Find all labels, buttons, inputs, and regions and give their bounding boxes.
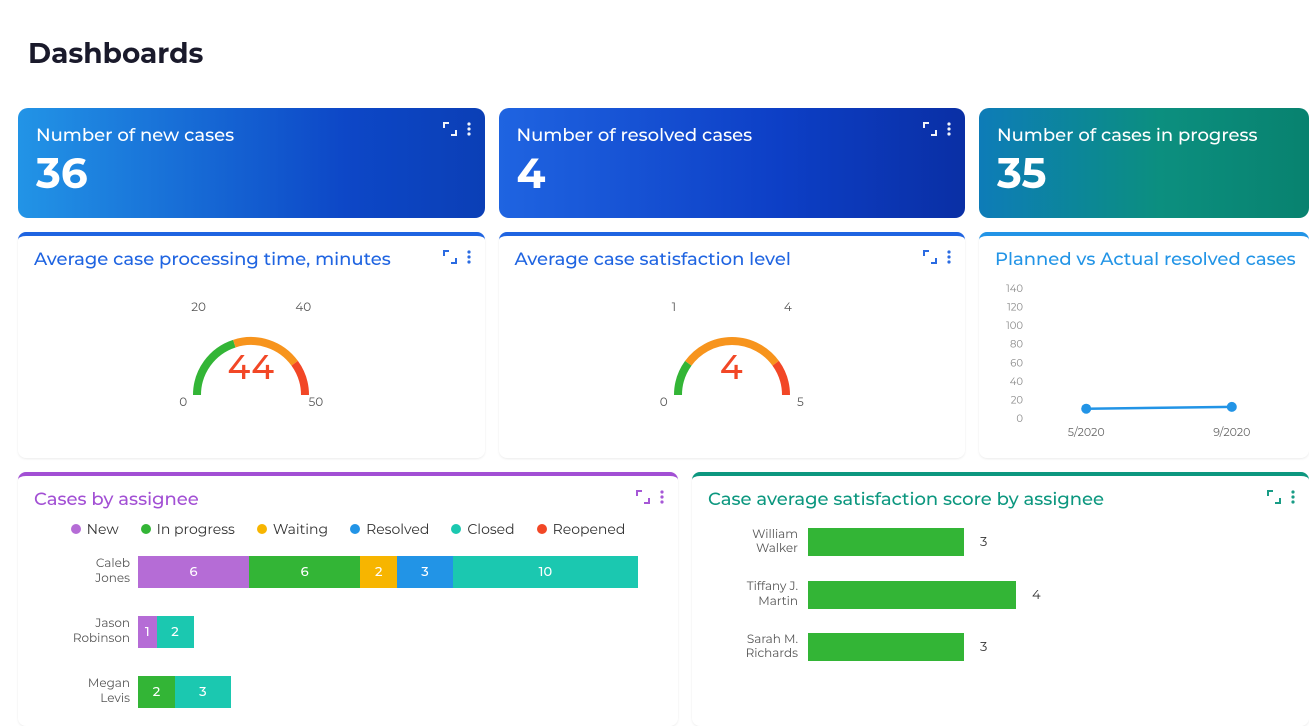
bar-row: WilliamWalker 3 bbox=[720, 528, 1281, 557]
more-icon[interactable] bbox=[467, 250, 471, 264]
dashboard-grid: Number of new cases 36 Number of resolve… bbox=[0, 102, 1309, 726]
line-chart: 140 120 100 80 60 40 20 0 5/2020 9/2020 bbox=[995, 270, 1309, 440]
bar-segment: 6 bbox=[249, 556, 360, 588]
stacked-bar-chart: CalebJones 662310 JasonRobinson 12 Megan… bbox=[34, 556, 662, 708]
bar-row: Sarah M.Richards 3 bbox=[720, 633, 1281, 662]
metric-value: 36 bbox=[36, 152, 467, 194]
metric-title: Number of cases in progress bbox=[997, 124, 1291, 146]
bar-label: Tiffany J.Martin bbox=[720, 580, 798, 609]
metric-new-cases: Number of new cases 36 bbox=[18, 108, 485, 218]
more-icon[interactable] bbox=[947, 250, 951, 264]
legend-item: Waiting bbox=[257, 520, 328, 538]
legend-item: Resolved bbox=[350, 520, 429, 538]
legend-item: In progress bbox=[141, 520, 235, 538]
svg-text:40: 40 bbox=[1010, 374, 1024, 387]
gauge-value: 44 bbox=[171, 346, 331, 388]
svg-text:0: 0 bbox=[1016, 412, 1023, 425]
panel-planned-vs-actual: Planned vs Actual resolved cases 1401201… bbox=[979, 232, 1309, 458]
bar-segment: 6 bbox=[138, 556, 249, 588]
panel-cases-by-assignee: Cases by assignee New In progress Waiting R… bbox=[18, 472, 678, 726]
expand-icon[interactable] bbox=[923, 122, 937, 136]
gauge-chart: 44 20 40 0 50 bbox=[171, 300, 331, 410]
svg-text:20: 20 bbox=[1011, 393, 1024, 406]
metric-in-progress: Number of cases in progress 35 bbox=[979, 108, 1309, 218]
bar-segment: 10 bbox=[453, 556, 638, 588]
panel-processing-time: Average case processing time, minutes 44… bbox=[18, 232, 485, 458]
bar-segment: 3 bbox=[397, 556, 453, 588]
bar-segment: 1 bbox=[138, 616, 157, 648]
bar-chart: WilliamWalker 3 Tiffany J.Martin 4 Sarah… bbox=[708, 510, 1293, 662]
bar-value: 3 bbox=[980, 534, 987, 550]
svg-text:120: 120 bbox=[1007, 300, 1023, 313]
more-icon[interactable] bbox=[467, 122, 471, 136]
legend-item: New bbox=[71, 520, 119, 538]
page-title: Dashboards bbox=[0, 19, 1309, 83]
bar-row: JasonRobinson 12 bbox=[46, 616, 650, 648]
metric-title: Number of new cases bbox=[36, 124, 467, 146]
svg-text:140: 140 bbox=[1006, 282, 1023, 295]
bar-segment bbox=[808, 633, 964, 661]
bar-label: WilliamWalker bbox=[720, 528, 798, 557]
bar-value: 3 bbox=[980, 639, 987, 655]
svg-text:60: 60 bbox=[1010, 356, 1023, 369]
bar-segment: 3 bbox=[175, 676, 231, 708]
bar-label: Sarah M.Richards bbox=[720, 633, 798, 662]
bar-value: 4 bbox=[1032, 587, 1041, 603]
chart-legend: New In progress Waiting Resolved Closed Reope… bbox=[34, 520, 662, 538]
metric-title: Number of resolved cases bbox=[517, 124, 948, 146]
legend-item: Closed bbox=[451, 520, 514, 538]
metric-resolved-cases: Number of resolved cases 4 bbox=[499, 108, 966, 218]
more-icon[interactable] bbox=[660, 490, 664, 504]
bar-row: Tiffany J.Martin 4 bbox=[720, 580, 1281, 609]
panel-title: Average case satisfaction level bbox=[515, 248, 950, 270]
bar-segment bbox=[808, 581, 1016, 609]
bar-row: CalebJones 662310 bbox=[46, 556, 650, 588]
panel-title: Cases by assignee bbox=[34, 488, 662, 510]
expand-icon[interactable] bbox=[636, 490, 650, 504]
svg-text:80: 80 bbox=[1010, 337, 1023, 350]
legend-item: Reopened bbox=[537, 520, 626, 538]
bar-segment: 2 bbox=[157, 616, 194, 648]
bar-segment bbox=[808, 528, 964, 556]
svg-text:9/2020: 9/2020 bbox=[1213, 425, 1250, 439]
expand-icon[interactable] bbox=[923, 250, 937, 264]
bar-label: MeganLevis bbox=[46, 677, 130, 706]
panel-title: Case average satisfaction score by assig… bbox=[708, 488, 1293, 510]
bar-label: CalebJones bbox=[46, 557, 130, 586]
gauge-value: 4 bbox=[652, 346, 812, 388]
bar-segment: 2 bbox=[360, 556, 397, 588]
more-icon[interactable] bbox=[947, 122, 951, 136]
bar-row: MeganLevis 23 bbox=[46, 676, 650, 708]
bar-segment: 2 bbox=[138, 676, 175, 708]
expand-icon[interactable] bbox=[443, 122, 457, 136]
panel-title: Planned vs Actual resolved cases bbox=[995, 248, 1309, 270]
expand-icon[interactable] bbox=[1267, 490, 1281, 504]
gauge-chart: 4 1 4 0 5 bbox=[652, 300, 812, 410]
svg-text:5/2020: 5/2020 bbox=[1068, 425, 1105, 439]
more-icon[interactable] bbox=[1291, 490, 1295, 504]
panel-satisfaction-by-assignee: Case average satisfaction score by assig… bbox=[692, 472, 1309, 726]
panel-satisfaction: Average case satisfaction level 4 1 4 0 … bbox=[499, 232, 966, 458]
expand-icon[interactable] bbox=[443, 250, 457, 264]
svg-text:100: 100 bbox=[1006, 319, 1023, 332]
panel-title: Average case processing time, minutes bbox=[34, 248, 469, 270]
bar-label: JasonRobinson bbox=[46, 617, 130, 646]
metric-value: 4 bbox=[517, 152, 948, 194]
metric-value: 35 bbox=[997, 152, 1291, 194]
